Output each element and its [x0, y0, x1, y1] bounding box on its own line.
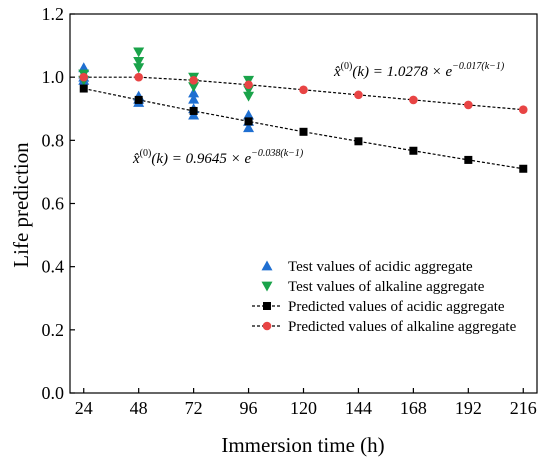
legend-label: Predicted values of acidic aggregate [288, 299, 505, 315]
legend-marker [261, 281, 273, 292]
y-tick-label: 0.0 [42, 383, 65, 403]
data-point [133, 47, 145, 58]
legend-item: Test values of alkaline aggregate [261, 279, 485, 295]
y-tick-label: 0.4 [42, 257, 65, 277]
x-tick-label: 48 [130, 398, 148, 418]
data-point [464, 100, 473, 110]
x-axis-title: Immersion time (h) [221, 433, 384, 457]
x-tick-label: 72 [185, 398, 203, 418]
legend: Test values of acidic aggregate Test valu… [252, 259, 517, 335]
legend-item: Predicted values of alkaline aggregate [252, 319, 517, 335]
data-point [79, 84, 88, 93]
data-point [409, 146, 418, 155]
x-tick-label: 120 [290, 398, 317, 418]
series-0-points [78, 62, 255, 133]
y-axis-ticks: 0.0 0.2 0.4 0.6 0.8 1.0 1.2 [42, 4, 75, 403]
series-2-points [79, 84, 528, 173]
x-tick-label: 24 [75, 398, 93, 418]
data-point [519, 164, 528, 173]
eq-alk-sup: (0) [341, 61, 353, 72]
data-point [409, 95, 418, 105]
y-tick-label: 0.8 [42, 130, 65, 150]
data-point [464, 155, 473, 164]
eq-acid-lhs: x̂ [132, 151, 140, 167]
data-point [518, 105, 528, 114]
data-point [354, 90, 363, 100]
legend-marker [262, 321, 272, 331]
series-layer [78, 47, 528, 173]
y-axis-title: Life prediction [9, 142, 33, 268]
legend-marker [261, 260, 273, 271]
eq-acid-sup: (0) [140, 148, 152, 159]
data-point [243, 109, 255, 120]
equation-acidic: x̂(0)(k) = 0.9645 × e−0.038(k−1) [132, 148, 304, 167]
y-tick-label: 0.2 [42, 320, 65, 340]
data-point [189, 76, 198, 85]
x-tick-label: 192 [455, 398, 482, 418]
legend-item: Test values of acidic aggregate [261, 259, 473, 275]
plot-area: 24 48 72 96 120 144 168 192 216 0.0 0.2 0.4 0.6 0.8 1… [42, 4, 538, 418]
x-axis-ticks: 24 48 72 96 120 144 168 192 216 [75, 388, 537, 418]
data-point [243, 91, 255, 102]
data-point [188, 82, 200, 93]
legend-label: Test values of alkaline aggregate [288, 279, 485, 295]
eq-alk-arg: (k) = 1.0278 × e [352, 64, 452, 80]
data-point [299, 85, 308, 95]
data-point [134, 95, 143, 104]
data-point [354, 137, 363, 146]
data-point [244, 117, 253, 126]
legend-label: Test values of acidic aggregate [288, 259, 473, 275]
data-point [189, 106, 198, 115]
data-point [134, 72, 143, 82]
data-point [188, 87, 200, 98]
legend-marker [263, 302, 271, 310]
data-point [188, 93, 200, 104]
legend-label: Predicted values of alkaline aggregate [288, 319, 517, 335]
series-line-2 [83, 87, 524, 170]
data-point [299, 127, 308, 136]
legend-item: Predicted values of acidic aggregate [252, 299, 505, 315]
x-tick-label: 168 [400, 398, 427, 418]
x-tick-label: 144 [345, 398, 372, 418]
eq-acid-arg: (k) = 0.9645 × e [151, 151, 251, 167]
y-tick-label: 1.2 [42, 4, 65, 24]
equation-alkaline: x̂(0)(k) = 1.0278 × e−0.017(k−1) [333, 61, 505, 80]
series-1-points [78, 47, 255, 102]
eq-alk-exp: −0.017(k−1) [452, 61, 505, 72]
y-tick-label: 0.6 [42, 194, 65, 214]
eq-acid-exp: −0.038(k−1) [251, 148, 304, 159]
y-tick-label: 1.0 [42, 67, 65, 87]
data-point [244, 80, 253, 90]
data-point [133, 63, 145, 74]
series-3-points [79, 72, 528, 114]
data-point [243, 122, 255, 133]
x-tick-label: 216 [510, 398, 537, 418]
x-tick-label: 96 [240, 398, 258, 418]
eq-alk-lhs: x̂ [333, 64, 341, 80]
data-point [79, 72, 89, 82]
data-point [133, 56, 145, 67]
